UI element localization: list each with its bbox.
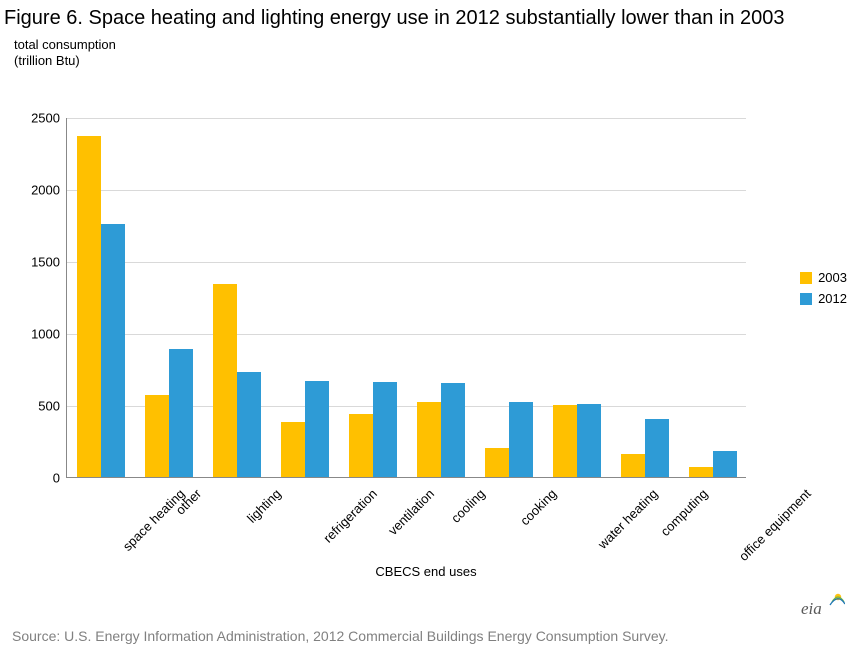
- y-tick-label: 2000: [12, 183, 60, 198]
- x-axis-title: CBECS end uses: [346, 564, 506, 579]
- x-tick-label: lighting: [244, 486, 284, 526]
- y-axis-title: total consumption (trillion Btu): [0, 33, 859, 68]
- gridline: [67, 262, 746, 263]
- plot-region: [66, 118, 746, 478]
- eia-logo: eia: [799, 592, 845, 618]
- bar-2012-refrigeration: [305, 381, 328, 477]
- legend-swatch: [800, 293, 812, 305]
- bar-2012-ventilation: [373, 382, 396, 477]
- bar-2003-refrigeration: [281, 422, 304, 477]
- y-tick-label: 1000: [12, 327, 60, 342]
- figure-title: Figure 6. Space heating and lighting ene…: [0, 0, 859, 33]
- x-tick-label: cooking: [517, 486, 559, 528]
- bar-2003-water-heating: [553, 405, 576, 477]
- gridline: [67, 334, 746, 335]
- bar-2003-lighting: [213, 284, 236, 477]
- bar-2012-space-heating: [101, 224, 124, 477]
- bar-2012-computing: [645, 419, 668, 477]
- bar-2003-other: [145, 395, 168, 477]
- y-tick-label: 500: [12, 399, 60, 414]
- bar-2012-cooling: [441, 383, 464, 477]
- gridline: [67, 118, 746, 119]
- legend-item-2003: 2003: [800, 270, 847, 285]
- x-tick-label: computing: [658, 486, 711, 539]
- legend-swatch: [800, 272, 812, 284]
- source-text: Source: U.S. Energy Information Administ…: [12, 628, 669, 644]
- bar-2012-other: [169, 349, 192, 477]
- y-tick-label: 0: [12, 471, 60, 486]
- x-tick-label: cooling: [448, 486, 488, 526]
- svg-text:eia: eia: [801, 599, 822, 618]
- x-tick-label: water heating: [595, 486, 661, 552]
- bar-2003-ventilation: [349, 414, 372, 477]
- bar-2003-cooking: [485, 448, 508, 477]
- y-axis-title-line1: total consumption: [14, 37, 859, 53]
- legend-item-2012: 2012: [800, 291, 847, 306]
- legend-label: 2012: [818, 291, 847, 306]
- bar-2012-lighting: [237, 372, 260, 477]
- y-axis-title-line2: (trillion Btu): [14, 53, 859, 69]
- bar-2003-cooling: [417, 402, 440, 477]
- bar-2003-office-equipment: [689, 467, 712, 477]
- bar-2003-computing: [621, 454, 644, 477]
- x-tick-label: ventilation: [385, 486, 437, 538]
- gridline: [67, 190, 746, 191]
- bar-2012-cooking: [509, 402, 532, 477]
- bar-2012-water-heating: [577, 404, 600, 477]
- legend-label: 2003: [818, 270, 847, 285]
- x-tick-label: space heating: [120, 486, 188, 554]
- bar-2012-office-equipment: [713, 451, 736, 477]
- chart-area: 05001000150020002500 space heatingotherl…: [12, 118, 848, 528]
- x-tick-label: office equipment: [736, 486, 814, 564]
- y-tick-label: 1500: [12, 255, 60, 270]
- x-tick-label: refrigeration: [320, 486, 380, 546]
- bar-2003-space-heating: [77, 136, 100, 477]
- y-tick-label: 2500: [12, 111, 60, 126]
- legend: 2003 2012: [800, 270, 847, 312]
